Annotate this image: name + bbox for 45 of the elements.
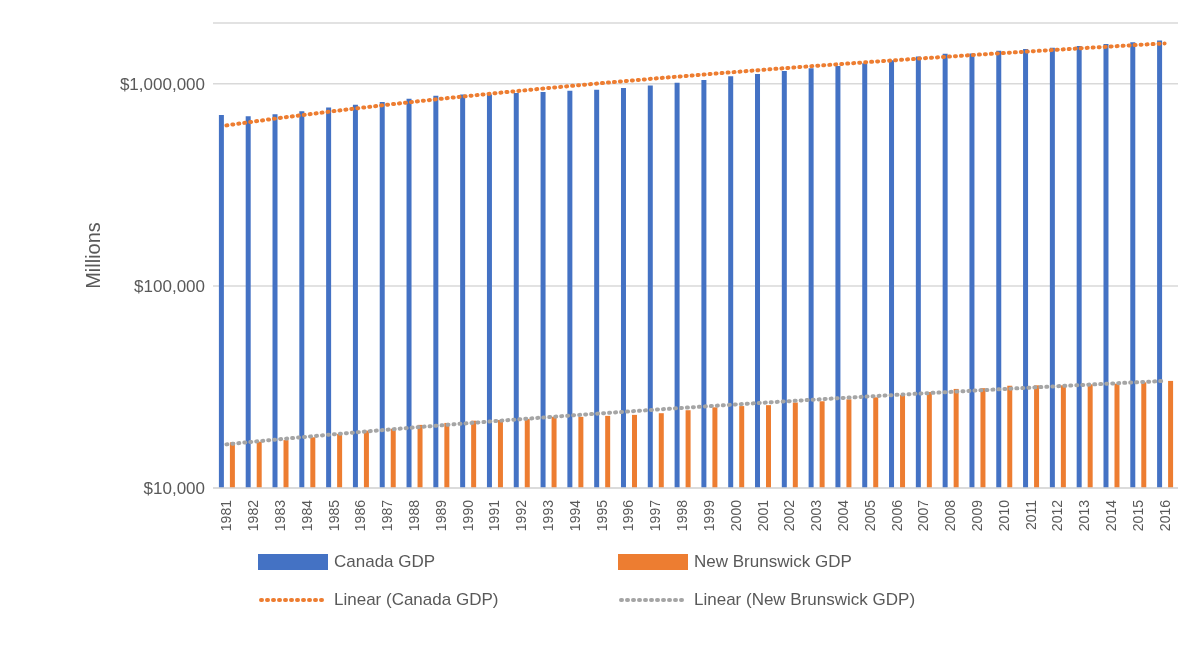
legend-label: New Brunswick GDP [694, 552, 852, 572]
x-tick-label: 1999 [700, 499, 717, 532]
y-tick-label: $10,000 [143, 479, 205, 499]
x-tick-label: 1996 [620, 499, 637, 532]
x-tick-label: 1984 [298, 499, 315, 532]
x-tick-label: 1987 [379, 499, 396, 532]
x-tick-label: 2015 [1129, 499, 1146, 532]
x-tick-label: 2004 [834, 499, 851, 532]
x-tick-label: 1990 [459, 499, 476, 532]
y-tick-label: $100,000 [134, 276, 205, 296]
x-tick-label: 2000 [727, 499, 744, 532]
x-tick-label: 2005 [861, 499, 878, 532]
x-tick-label: 1988 [406, 499, 423, 532]
x-tick-label: 1985 [325, 499, 342, 532]
x-tick-label: 2012 [1049, 499, 1066, 532]
legend-label: Linear (Canada GDP) [334, 590, 499, 610]
x-tick-label: 2003 [808, 499, 825, 532]
y-tick-label: $1,000,000 [119, 74, 205, 94]
legend-label: Linear (New Brunswick GDP) [694, 590, 916, 610]
x-tick-label: 2011 [1022, 499, 1039, 531]
x-tick-label: 2007 [915, 499, 932, 532]
legend-label: Canada GDP [334, 552, 436, 572]
x-tick-label: 2010 [995, 499, 1012, 532]
line-series [224, 41, 1167, 128]
x-tick-label: 1981 [218, 499, 235, 532]
x-tick-label: 2016 [1156, 499, 1173, 532]
x-tick-label: 2014 [1102, 499, 1119, 532]
x-tick-label: 2006 [888, 499, 905, 532]
x-tick-label: 1993 [540, 499, 557, 532]
x-tick-label: 2002 [781, 499, 798, 532]
y-axis-title: Millions [82, 222, 105, 289]
x-tick-label: 1994 [566, 499, 583, 532]
x-tick-label: 1983 [272, 499, 289, 532]
x-tick-label: 1992 [513, 499, 530, 532]
x-tick-label: 1982 [245, 499, 262, 532]
x-tick-label: 1995 [593, 499, 610, 532]
x-tick-label: 2001 [754, 499, 771, 532]
x-tick-label: 1998 [674, 499, 691, 532]
x-tick-label: 1997 [647, 499, 664, 532]
x-tick-label: 2009 [968, 499, 985, 532]
x-tick-label: 1986 [352, 499, 369, 532]
x-tick-label: 1991 [486, 499, 503, 532]
x-tick-label: 2008 [942, 499, 959, 532]
x-tick-label: 2013 [1076, 499, 1093, 532]
x-tick-label: 1989 [432, 499, 449, 532]
